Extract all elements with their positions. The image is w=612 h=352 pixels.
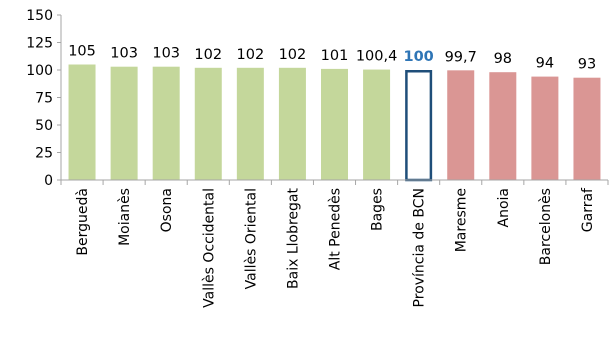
- data-label: 101: [321, 48, 349, 64]
- data-label: 98: [494, 51, 512, 67]
- bar: [447, 70, 475, 180]
- y-tick-label: 125: [26, 36, 53, 52]
- data-label: 102: [237, 47, 265, 63]
- data-label: 102: [194, 47, 222, 63]
- x-tick-label: Vallès Oriental: [243, 188, 259, 289]
- x-tick-label: Baix Llobregat: [285, 187, 301, 288]
- x-tick-label: Anoia: [496, 188, 512, 227]
- x-tick-label: Alt Penedès: [328, 188, 344, 270]
- data-label: 103: [152, 46, 180, 62]
- bar: [194, 67, 222, 180]
- y-tick-label: 50: [35, 118, 53, 134]
- data-label: 105: [68, 44, 96, 60]
- x-tick-label: Moianès: [117, 188, 133, 246]
- bar: [110, 66, 138, 180]
- y-tick-label: 75: [35, 91, 53, 107]
- data-label: 93: [578, 57, 596, 73]
- bar: [68, 64, 96, 180]
- x-tick-label: Bages: [370, 188, 386, 231]
- bar: [278, 67, 306, 180]
- bar: [405, 70, 433, 182]
- data-label: 102: [279, 47, 307, 63]
- data-label: 103: [110, 46, 138, 62]
- data-label: 94: [536, 56, 554, 72]
- bar: [363, 69, 391, 180]
- x-tick-label: Berguedà: [75, 188, 91, 256]
- data-label: 100,4: [356, 49, 398, 65]
- x-tick-label: Barcelonès: [538, 188, 554, 265]
- x-tick-label: Maresme: [454, 188, 470, 252]
- bar: [152, 66, 180, 180]
- x-tick-label: Província de BCN: [412, 188, 428, 307]
- bar: [573, 77, 601, 180]
- y-tick-label: 150: [26, 8, 53, 24]
- y-tick-label: 100: [26, 63, 53, 79]
- bar: [236, 67, 264, 180]
- x-tick-label: Garraf: [580, 187, 596, 232]
- data-label: 100: [404, 49, 434, 65]
- x-tick-label: Vallès Occidental: [201, 188, 217, 308]
- x-tick-label: Osona: [159, 188, 175, 232]
- bar: [531, 76, 559, 180]
- data-label: 99,7: [445, 49, 477, 65]
- bar: [321, 68, 348, 180]
- y-tick-label: 0: [44, 173, 53, 189]
- y-tick-label: 25: [35, 146, 53, 162]
- bar: [489, 72, 517, 180]
